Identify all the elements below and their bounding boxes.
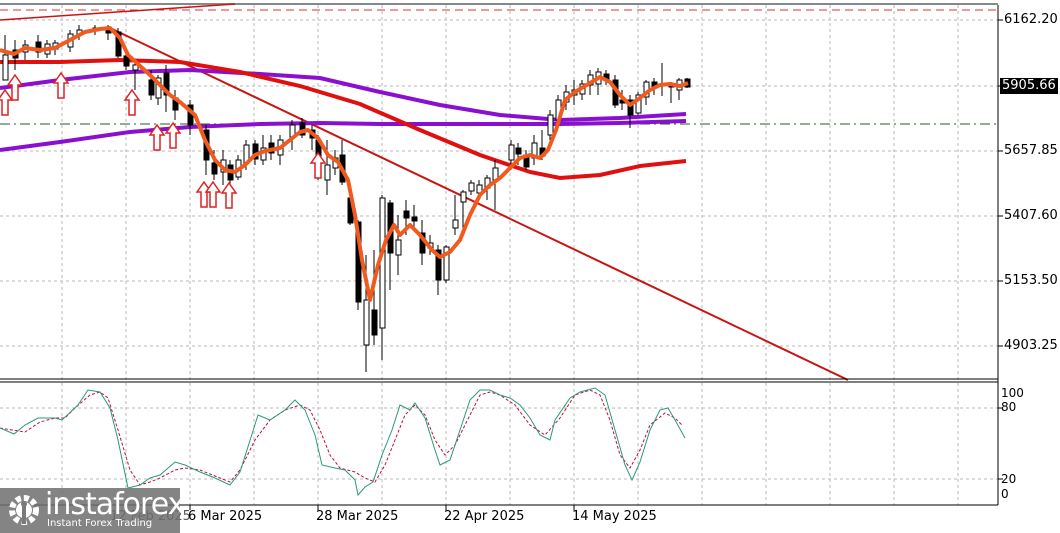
gear-logo-icon [9, 495, 39, 525]
ma-red-slow [0, 57, 687, 181]
osc-tick-0: 0 [1001, 487, 1009, 501]
osc-tick-20: 20 [1001, 472, 1017, 486]
stochastic-signal-line [0, 389, 683, 486]
horizontal-grid [0, 19, 998, 480]
upper-trendline [0, 3, 236, 21]
date-tick-3: 22 Apr 2025 [444, 509, 525, 524]
date-tick-2: 28 Mar 2025 [316, 509, 399, 524]
ma-orange-fast [0, 26, 689, 302]
current-price-badge: 5905.66 [1000, 78, 1058, 94]
vertical-grid [61, 5, 959, 505]
osc-tick-80: 80 [1001, 400, 1017, 414]
watermark-brand: instaforex [45, 487, 185, 522]
ma-purple-lower [0, 119, 687, 152]
downtrend-line [107, 26, 849, 381]
price-tick-0: 6162.20 [1004, 12, 1058, 27]
price-tick-3: 5153.50 [1004, 273, 1058, 288]
price-tick-4: 4903.25 [1004, 338, 1058, 353]
date-tick-1: 6 Mar 2025 [188, 509, 263, 524]
watermark-tagline: Instant Forex Trading [47, 518, 153, 529]
price-tick-2: 5407.60 [1004, 208, 1058, 223]
buy-signal-arrows [0, 71, 327, 209]
ma-purple-upper [0, 67, 687, 123]
price-tick-1: 5657.85 [1004, 143, 1058, 158]
osc-tick-100: 100 [1001, 386, 1024, 400]
date-tick-4: 14 May 2025 [572, 509, 657, 524]
instaforex-watermark: instaforex Instant Forex Trading [0, 488, 185, 533]
